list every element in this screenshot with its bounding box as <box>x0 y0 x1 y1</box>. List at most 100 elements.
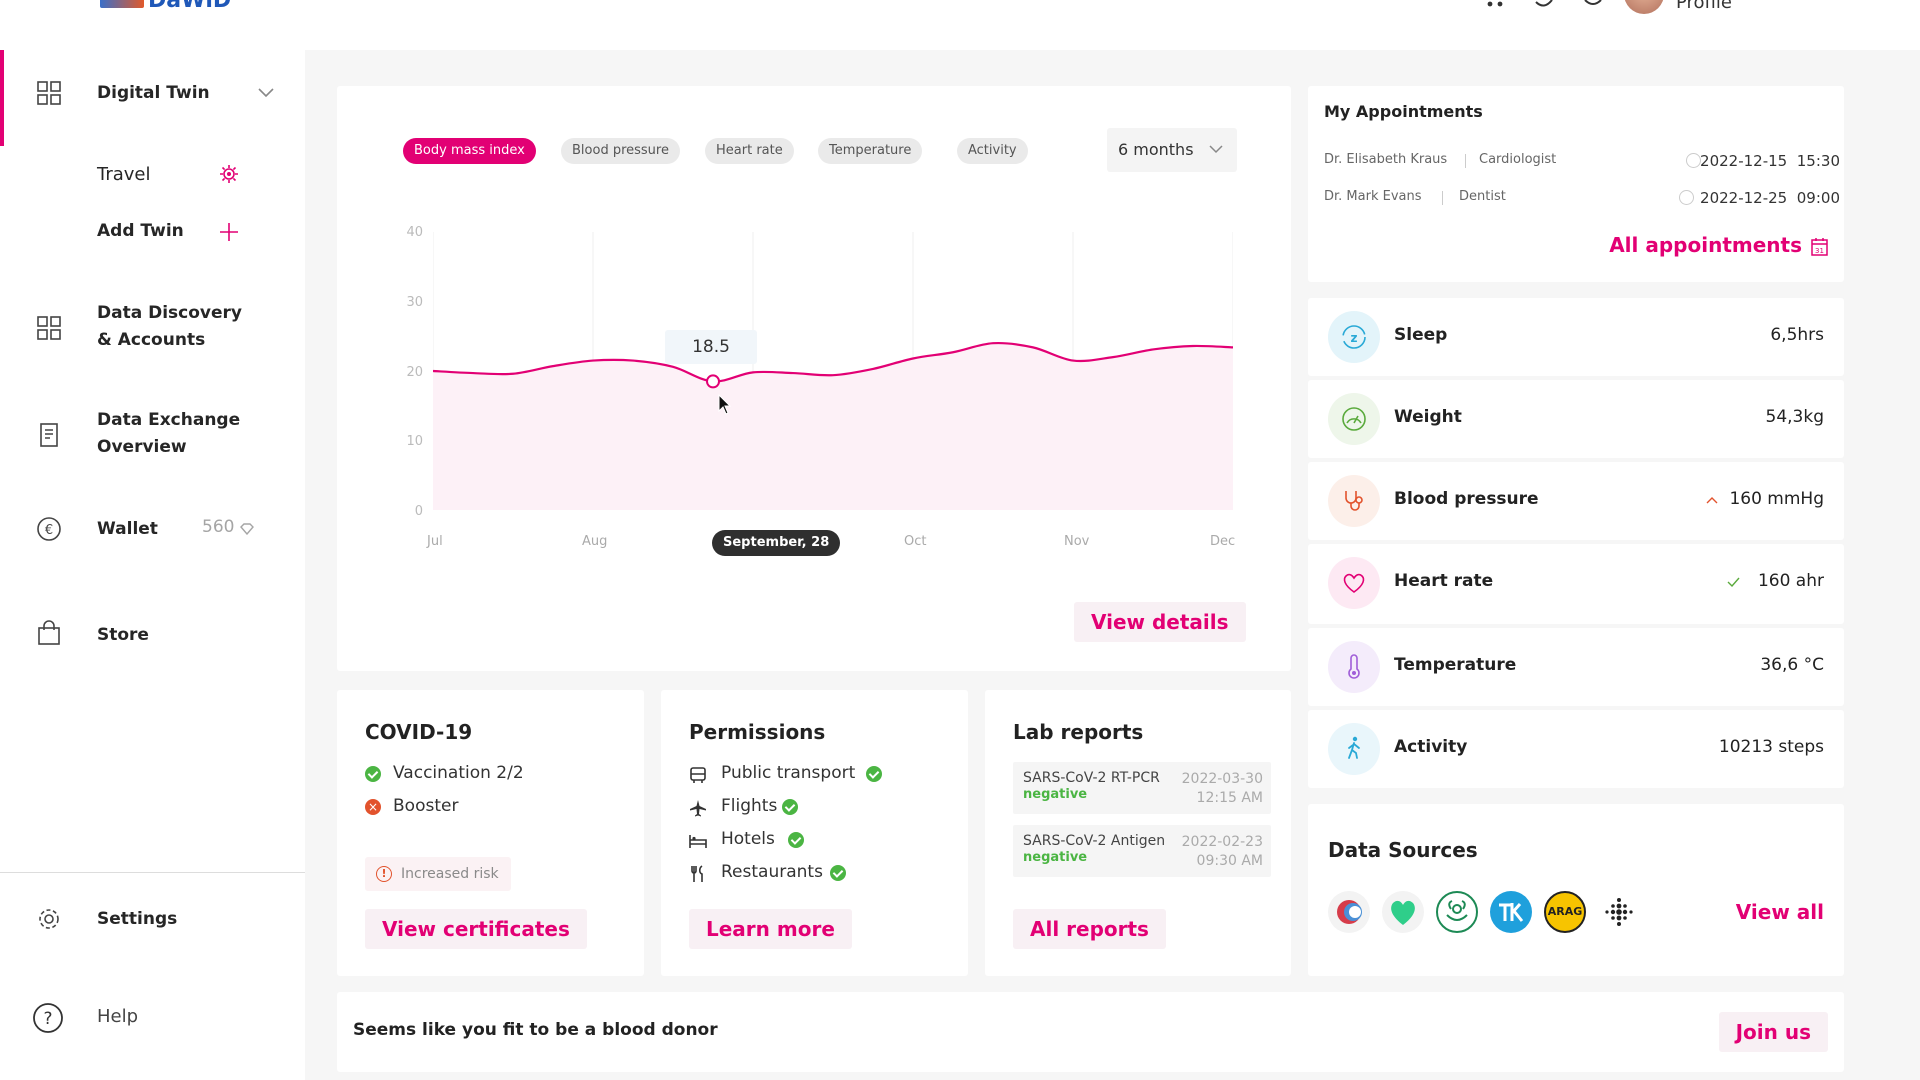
appointment-datetime: 2022-12-15 15:30 <box>1700 152 1840 170</box>
permission-label: Flights <box>721 796 778 816</box>
appointment-row[interactable]: Dr. Mark Evans Dentist 2022-12-25 09:00 <box>1324 189 1840 209</box>
sidebar-item-wallet[interactable]: € Wallet 560 <box>0 516 305 546</box>
lab-report-date: 2022-03-30 <box>1181 771 1263 787</box>
top-bar: DaWiD Profile <box>0 0 1920 50</box>
sidebar-item-data-exchange[interactable]: Data Exchange Overview <box>0 407 305 463</box>
permissions-card: Permissions Public transport Flights Hot… <box>661 690 968 976</box>
app-logo[interactable]: DaWiD <box>100 0 231 13</box>
sidebar-item-label: Help <box>97 1006 139 1027</box>
card-title: Lab reports <box>1013 720 1144 744</box>
sidebar-item-help[interactable]: ? Help <box>0 1002 305 1038</box>
appointment-row[interactable]: Dr. Elisabeth Kraus Cardiologist 2022-12… <box>1324 152 1840 172</box>
lab-report-name: SARS-CoV-2 RT-PCR <box>1023 770 1160 786</box>
lab-report-item[interactable]: SARS-CoV-2 RT-PCR negative 2022-03-30 12… <box>1013 762 1271 814</box>
appointment-doctor: Dr. Mark Evans <box>1324 189 1422 204</box>
euro-icon: € <box>37 517 61 541</box>
sidebar-item-label-1: Data Discovery <box>97 303 242 323</box>
data-source-logo-5[interactable]: ARAG <box>1544 891 1586 933</box>
clock-icon <box>1679 190 1694 205</box>
sidebar-item-settings[interactable]: Settings <box>0 906 305 936</box>
tab-heart-rate[interactable]: Heart rate <box>705 138 794 164</box>
tab-body-mass-index[interactable]: Body mass index <box>403 138 536 164</box>
metric-card-heart-rate[interactable]: Heart rate 160 ahr <box>1308 544 1844 624</box>
sidebar: Digital Twin Travel Add Twin Data Discov… <box>0 50 305 1080</box>
walking-icon <box>1348 736 1360 759</box>
metric-label: Temperature <box>1394 655 1517 675</box>
join-us-button[interactable]: Join us <box>1718 1012 1828 1052</box>
data-source-logo-2[interactable] <box>1382 891 1424 933</box>
fitbit-icon <box>1605 898 1633 926</box>
risk-badge: ! Increased risk <box>365 857 511 891</box>
card-title: COVID-19 <box>365 720 473 744</box>
calendar-icon: 31 <box>1811 238 1828 256</box>
selected-date-badge[interactable]: September, 28 <box>712 530 841 556</box>
appointment-time: 15:30 <box>1796 152 1840 170</box>
source-logo-icon <box>1337 900 1362 924</box>
metric-card-sleep[interactable]: z Sleep 6,5hrs <box>1308 298 1844 376</box>
learn-more-button[interactable]: Learn more <box>689 909 852 949</box>
svg-text:€: € <box>45 523 53 538</box>
sidebar-item-store[interactable]: Store <box>0 620 305 652</box>
plus-icon[interactable] <box>218 221 240 243</box>
data-source-logo-1[interactable] <box>1328 891 1370 933</box>
bell-icon[interactable] <box>1582 0 1604 10</box>
y-tick-label: 10 <box>406 434 423 449</box>
metric-card-activity[interactable]: Activity 10213 steps <box>1308 710 1844 788</box>
tab-temperature[interactable]: Temperature <box>818 138 923 164</box>
view-certificates-button[interactable]: View certificates <box>365 909 587 949</box>
sidebar-item-travel[interactable]: Travel <box>0 162 305 192</box>
metric-icon-bg <box>1328 723 1380 775</box>
data-source-logo-4[interactable] <box>1490 891 1532 933</box>
view-all-sources-link[interactable]: View all <box>1735 900 1824 924</box>
x-tick-label: Oct <box>904 534 927 549</box>
metric-card-blood-pressure[interactable]: Blood pressure 160 mmHg <box>1308 462 1844 540</box>
gear-icon[interactable] <box>218 163 240 185</box>
highlight-point[interactable] <box>706 374 720 389</box>
metric-card-weight[interactable]: Weight 54,3kg <box>1308 380 1844 458</box>
health-chart-card: Body mass index Blood pressure Heart rat… <box>337 86 1291 671</box>
metric-icon-bg <box>1328 557 1380 609</box>
card-title: Permissions <box>689 720 826 744</box>
covid-card: COVID-19 Vaccination 2/2 × Booster ! Inc… <box>337 690 644 976</box>
permission-label: Hotels <box>721 829 775 849</box>
appointment-date: 2022-12-15 <box>1700 152 1788 170</box>
divider <box>1442 191 1443 205</box>
chevron-down-icon[interactable] <box>258 88 274 98</box>
cross-icon: × <box>365 799 381 815</box>
bus-icon <box>690 767 706 783</box>
chart-tooltip: 18.5 <box>665 330 757 364</box>
chevron-down-icon <box>1209 145 1223 154</box>
cart-icon[interactable] <box>1484 0 1506 10</box>
sidebar-item-data-discovery[interactable]: Data Discovery & Accounts <box>0 300 305 356</box>
lab-report-datetime: 2022-03-30 12:15 AM <box>1182 770 1263 808</box>
y-tick-label: 30 <box>406 295 423 310</box>
svg-text:31: 31 <box>1815 247 1824 255</box>
search-icon[interactable] <box>1534 0 1556 10</box>
chart-plot-area[interactable] <box>433 232 1233 518</box>
check-icon <box>866 766 882 782</box>
view-details-button[interactable]: View details <box>1074 602 1246 642</box>
all-appointments-link[interactable]: All appointments 31 <box>1609 233 1828 261</box>
leaf-emblem-icon <box>1446 900 1468 921</box>
tab-activity[interactable]: Activity <box>957 138 1028 164</box>
sidebar-item-digital-twin[interactable]: Digital Twin <box>0 80 305 120</box>
logo-mark <box>100 0 144 8</box>
profile-name[interactable]: Profile <box>1676 0 1732 13</box>
blood-donor-banner: Seems like you fit to be a blood donor J… <box>337 992 1844 1072</box>
metric-value: 10213 steps <box>1718 737 1824 757</box>
avatar[interactable] <box>1624 0 1664 14</box>
range-dropdown[interactable]: 6 months <box>1107 128 1237 172</box>
metric-label: Blood pressure <box>1394 489 1539 509</box>
metric-label: Sleep <box>1394 325 1448 345</box>
data-source-logo-3[interactable] <box>1436 891 1478 933</box>
shopping-bag-icon <box>38 620 60 645</box>
lab-report-item[interactable]: SARS-CoV-2 Antigen negative 2022-02-23 0… <box>1013 825 1271 877</box>
tab-blood-pressure[interactable]: Blood pressure <box>561 138 680 164</box>
plane-icon <box>690 800 706 817</box>
all-reports-button[interactable]: All reports <box>1013 909 1166 949</box>
metric-card-temperature[interactable]: Temperature 36,6 °C <box>1308 628 1844 706</box>
data-source-logo-6[interactable] <box>1598 891 1640 933</box>
lab-report-result: negative <box>1023 850 1088 865</box>
sidebar-item-add-twin[interactable]: Add Twin <box>0 218 305 248</box>
sidebar-item-label-2: & Accounts <box>97 330 206 350</box>
